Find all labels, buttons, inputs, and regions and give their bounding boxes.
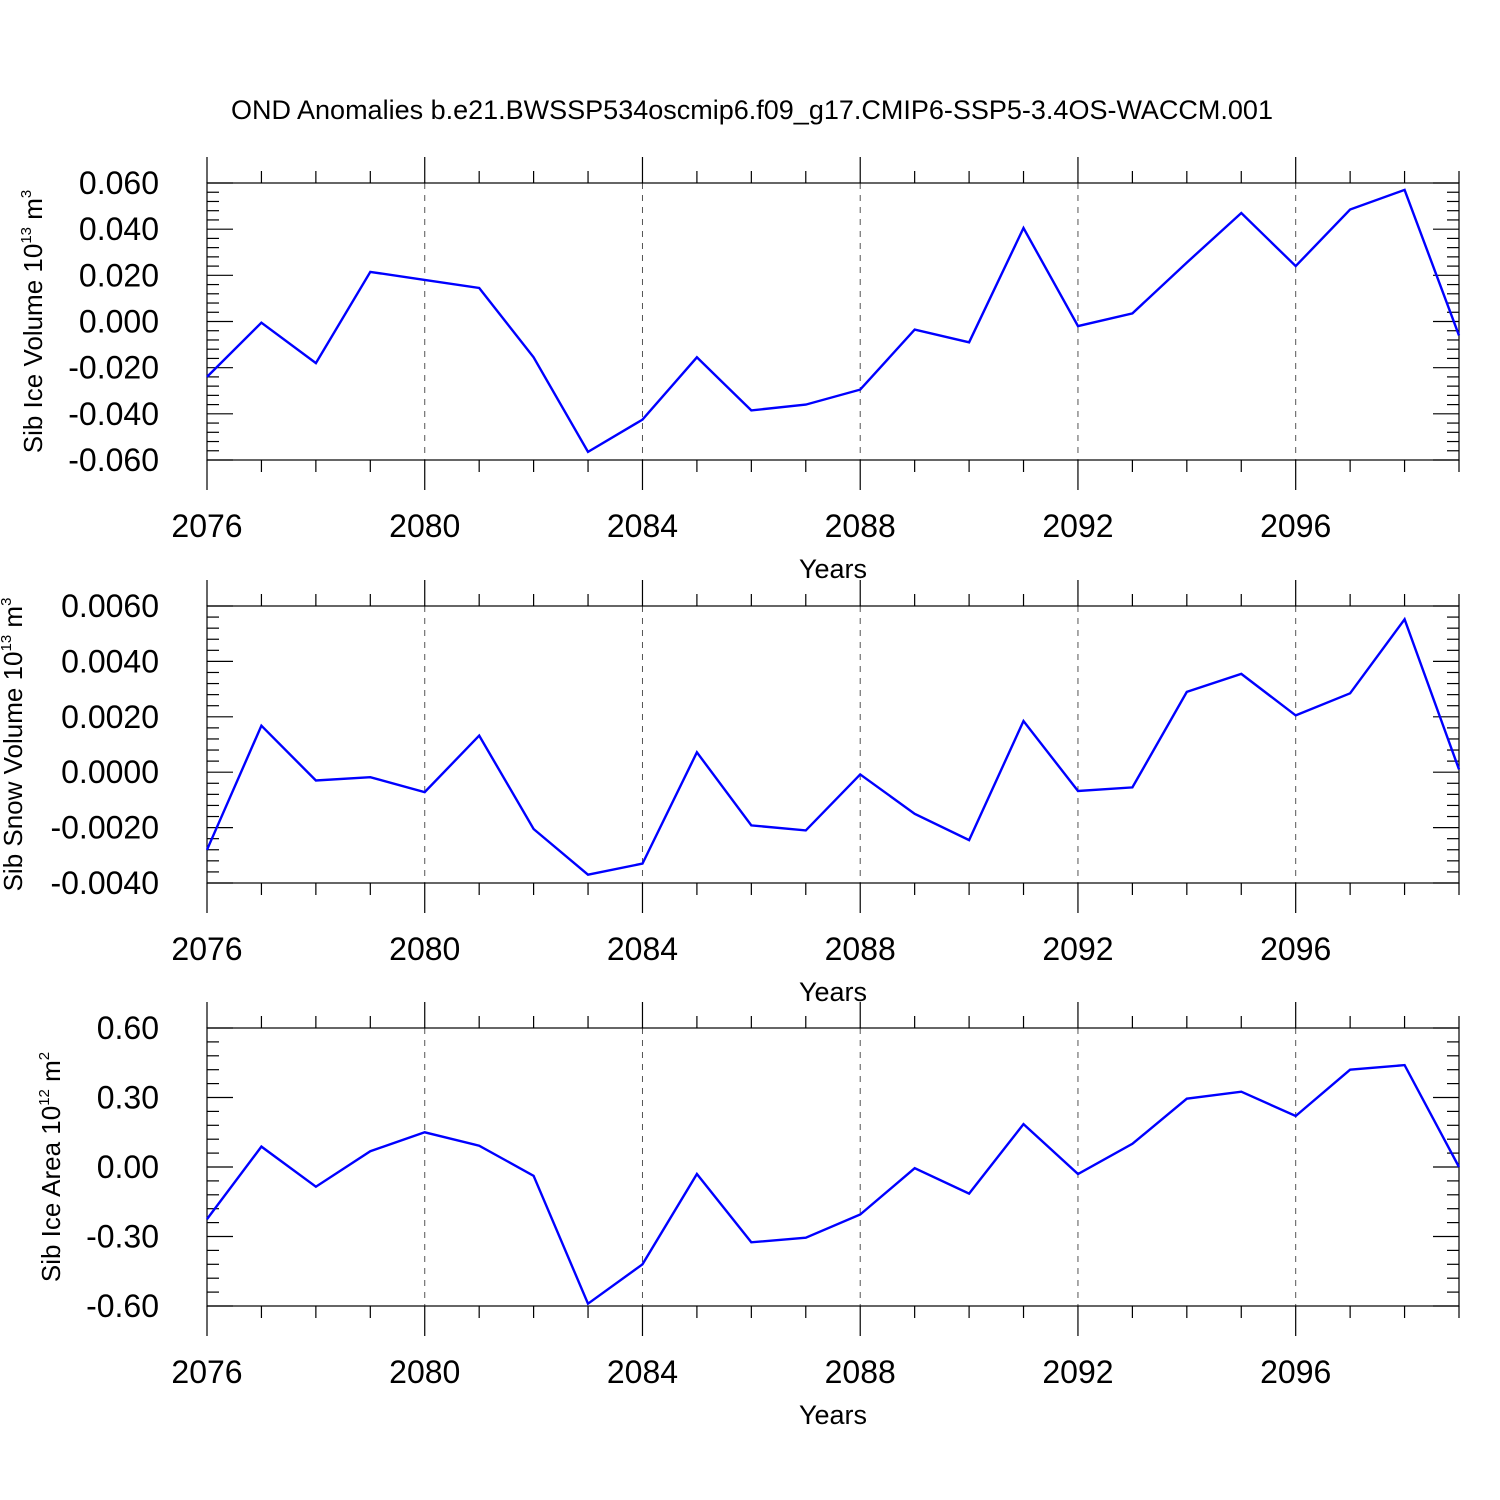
series-line [206,1063,1461,1306]
y-tick-label: -0.0040 [50,865,159,901]
x-tick-label: 2084 [607,931,678,967]
x-tick-label: 2092 [1042,508,1113,544]
x-tick-label: 2096 [1260,931,1331,967]
y-axis-title: Sib Snow Volume 1013 m3 [0,598,28,892]
x-tick-label: 2088 [825,931,896,967]
x-tick-label: 2088 [825,1354,896,1390]
x-tick-label: 2076 [171,508,242,544]
x-tick-label: 2080 [389,1354,460,1390]
x-tick-label: 2080 [389,931,460,967]
y-tick-label: -0.060 [68,442,159,478]
x-tick-label: 2096 [1260,508,1331,544]
y-tick-label: 0.060 [79,165,159,201]
y-axis-title: Sib Ice Area 1012 m2 [36,1052,66,1282]
plot-frame [206,605,1460,884]
series-line [205,616,1461,876]
plot-frame [206,182,1460,461]
x-axis-title: Years [799,1400,867,1430]
x-tick-label: 2084 [607,1354,678,1390]
y-tick-label: 0.0060 [61,588,159,624]
y-tick-label: 0.00 [97,1149,159,1185]
x-axis-title: Years [799,554,867,584]
x-tick-label: 2088 [825,508,896,544]
y-tick-label: 0.60 [97,1010,159,1046]
x-tick-label: 2092 [1042,931,1113,967]
plot-frame [206,1027,1460,1307]
panel-1: -0.060 -0.040 -0.020 0.000 0.020 0.040 0.060 20… [18,157,1461,584]
y-tick-label: -0.30 [86,1219,159,1255]
y-tick-label: -0.60 [86,1288,159,1324]
y-tick-label: 0.0020 [61,699,159,735]
series-line [206,188,1461,454]
y-tick-label: -0.0020 [50,810,159,846]
y-tick-label: -0.040 [68,396,159,432]
y-tick-label: 0.040 [79,211,159,247]
y-tick-label: 0.000 [79,304,159,340]
y-axis-title: Sib Ice Volume 1013 m3 [18,190,48,454]
x-tick-label: 2080 [389,508,460,544]
x-tick-label: 2076 [171,1354,242,1390]
y-tick-label: 0.020 [79,257,159,293]
y-tick-label: 0.30 [97,1080,159,1116]
y-tick-label: 0.0000 [61,754,159,790]
x-tick-label: 2076 [171,931,242,967]
panel-2: -0.0040 -0.0020 0.0000 0.0020 0.0040 0.0060 20… [0,580,1461,1007]
y-tick-label: 0.0040 [61,643,159,679]
chart-title: OND Anomalies b.e21.BWSSP534oscmip6.f09_… [231,95,1273,125]
x-tick-label: 2096 [1260,1354,1331,1390]
y-tick-label: -0.020 [68,350,159,386]
x-tick-label: 2092 [1042,1354,1113,1390]
x-axis-title: Years [799,977,867,1007]
panel-3: -0.60 -0.30 0.00 0.30 0.60 2076 2080 2084 2088 20… [36,1002,1461,1430]
x-tick-label: 2084 [607,508,678,544]
